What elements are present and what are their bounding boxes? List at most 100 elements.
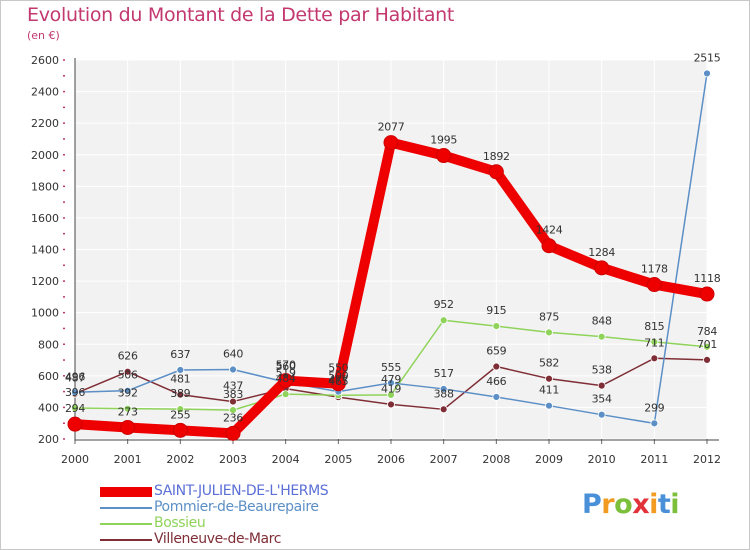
data-point <box>492 322 501 330</box>
data-label: 411 <box>539 384 559 397</box>
x-tick-label: 2008 <box>482 453 510 466</box>
data-label: 1424 <box>536 224 563 237</box>
data-point <box>703 355 711 364</box>
data-label: 354 <box>592 393 612 406</box>
data-point <box>281 390 290 399</box>
data-point <box>71 404 79 412</box>
chart-title: Evolution du Montant de la Dette par Hab… <box>27 4 455 26</box>
data-point <box>229 397 237 406</box>
data-label: 481 <box>170 373 190 386</box>
data-label: 815 <box>644 320 664 333</box>
data-point <box>650 337 659 346</box>
logo-letter: x <box>632 489 650 520</box>
data-point <box>225 425 241 441</box>
data-point <box>387 400 395 409</box>
data-point <box>330 376 346 392</box>
data-label: 437 <box>223 380 243 393</box>
logo-letter: P <box>582 489 602 520</box>
data-label: 915 <box>486 304 506 317</box>
data-label: 517 <box>434 367 454 380</box>
proxiti-logo: Proxiti <box>582 489 680 520</box>
y-tick-label: 800 <box>38 338 59 351</box>
data-label: 466 <box>486 375 506 388</box>
legend-swatch <box>100 539 152 541</box>
data-label: 465 <box>328 375 348 388</box>
data-label: 570 <box>276 359 296 372</box>
legend-label: Villeneuve-de-Marc <box>154 531 282 547</box>
data-label: 711 <box>644 336 664 349</box>
data-label: 496 <box>65 370 85 383</box>
legend-swatch <box>100 523 152 525</box>
data-point <box>646 277 662 293</box>
data-label: 2515 <box>694 51 721 64</box>
data-point <box>594 260 610 276</box>
data-point <box>439 385 448 393</box>
unit-label: (en €) <box>27 29 60 42</box>
data-point <box>383 135 399 151</box>
data-point <box>545 328 553 337</box>
data-label: 875 <box>539 310 559 323</box>
y-tick-label: 2000 <box>31 149 59 162</box>
data-label: 519 <box>276 367 296 380</box>
y-tick-label: 600 <box>38 370 59 383</box>
data-point <box>387 379 395 387</box>
x-tick-label: 2011 <box>640 453 668 466</box>
data-label: 2077 <box>378 121 405 134</box>
legend-swatch <box>100 487 152 497</box>
data-label: 479 <box>381 373 401 386</box>
x-tick-label: 2003 <box>219 453 247 466</box>
y-tick-label: 1200 <box>31 275 59 288</box>
data-label: 484 <box>276 372 296 385</box>
data-label: 952 <box>434 298 454 311</box>
data-point <box>278 373 294 389</box>
data-point <box>176 405 185 414</box>
data-label: 784 <box>697 325 717 338</box>
data-point <box>699 286 715 302</box>
y-tick-label: 1400 <box>31 244 59 257</box>
data-label: 506 <box>118 369 138 382</box>
data-label: 659 <box>486 345 506 358</box>
legend-label: SAINT-JULIEN-DE-L'HERMS <box>154 483 329 499</box>
data-point <box>492 393 501 401</box>
legend-swatch <box>100 507 152 509</box>
x-tick-label: 2010 <box>588 453 616 466</box>
data-point <box>67 416 83 432</box>
data-point <box>123 404 132 413</box>
data-point <box>229 365 237 374</box>
x-tick-label: 2012 <box>693 453 721 466</box>
data-label: 388 <box>434 387 454 400</box>
data-label: 555 <box>381 361 401 374</box>
y-tick-label: 2200 <box>31 117 59 130</box>
data-point <box>545 401 553 410</box>
y-tick-label: 400 <box>38 401 59 414</box>
logo-letter: i <box>670 489 680 520</box>
data-label: 1995 <box>430 134 457 147</box>
data-label: 389 <box>170 387 190 400</box>
data-label: 626 <box>118 350 138 363</box>
data-point <box>229 406 237 415</box>
legend-label: Pommier-de-Beaurepaire <box>154 499 319 515</box>
data-label: 487 <box>65 372 85 385</box>
data-point <box>436 148 452 164</box>
data-label: 637 <box>170 348 190 361</box>
data-point <box>703 69 711 78</box>
data-point <box>176 366 185 374</box>
data-label: 396 <box>65 386 85 399</box>
data-label: 294 <box>65 402 85 415</box>
data-point <box>71 388 79 397</box>
y-tick-label: 1600 <box>31 212 59 225</box>
data-point <box>439 316 448 325</box>
data-label: 848 <box>592 315 612 328</box>
data-label: 383 <box>223 388 243 401</box>
data-point <box>488 164 504 180</box>
data-point <box>123 367 132 376</box>
data-label: 1892 <box>483 150 510 163</box>
data-point <box>387 391 395 399</box>
data-point <box>439 405 448 414</box>
data-label: 1284 <box>588 246 615 259</box>
logo-letter: o <box>614 489 633 520</box>
logo-letter: i <box>649 489 658 520</box>
x-tick-label: 2002 <box>166 453 194 466</box>
data-point <box>545 374 553 383</box>
y-tick-label: 1000 <box>31 307 59 320</box>
